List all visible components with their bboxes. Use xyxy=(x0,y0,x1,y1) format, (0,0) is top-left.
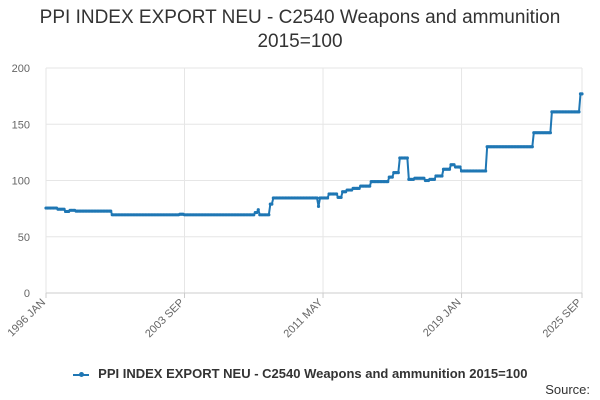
data-point xyxy=(577,110,581,114)
data-point xyxy=(422,176,426,180)
chart-title-line-1: PPI INDEX EXPORT NEU - C2540 Weapons and… xyxy=(39,7,561,28)
legend-label: PPI INDEX EXPORT NEU - C2540 Weapons and… xyxy=(98,366,528,381)
data-point xyxy=(270,202,274,206)
y-axis-tick-labels: 0 50 100 150 200 xyxy=(12,63,30,300)
y-tick-label-0: 0 xyxy=(24,288,30,300)
data-point xyxy=(315,196,319,200)
y-tick-label-100: 100 xyxy=(12,176,30,188)
x-tick-label-1: 2003 SEP xyxy=(143,297,187,341)
y-tick-label-150: 150 xyxy=(12,119,30,131)
x-tick-label-4: 2025 SEP xyxy=(541,297,585,341)
x-axis-tick-labels: 1996 JAN 2003 SEP 2011 MAY 2019 JAN 2025 SEP xyxy=(5,296,584,340)
data-point xyxy=(334,192,339,196)
data-point xyxy=(452,163,456,167)
data-point xyxy=(325,196,330,200)
data-point xyxy=(580,92,584,96)
series-layer xyxy=(44,92,584,217)
data-point xyxy=(267,213,271,217)
legend-swatch xyxy=(72,370,89,380)
chart-title-line-2: 2015=100 xyxy=(257,31,343,52)
data-point xyxy=(458,165,462,169)
data-point xyxy=(339,195,343,199)
axes xyxy=(45,292,583,298)
data-point xyxy=(548,131,552,135)
data-point xyxy=(368,184,372,188)
x-tick-label-0: 1996 JAN xyxy=(5,297,48,340)
data-point xyxy=(390,175,394,179)
legend-swatch-dot xyxy=(78,371,84,377)
x-tick-label-3: 2019 JAN xyxy=(421,297,464,340)
data-point xyxy=(396,171,400,175)
data-point xyxy=(405,156,409,160)
chart-title: PPI INDEX EXPORT NEU - C2540 Weapons and… xyxy=(0,6,600,54)
data-point xyxy=(386,180,390,184)
data-point xyxy=(256,208,260,212)
y-tick-label-200: 200 xyxy=(12,63,30,75)
data-point xyxy=(447,167,452,171)
data-point xyxy=(357,186,361,190)
data-point xyxy=(252,213,256,217)
data-point xyxy=(62,207,66,211)
data-point xyxy=(432,177,437,181)
data-point xyxy=(440,174,444,178)
data-point xyxy=(316,204,321,208)
series-points-0 xyxy=(44,92,584,217)
data-point xyxy=(530,145,534,149)
y-tick-label-50: 50 xyxy=(18,232,30,244)
legend[interactable]: PPI INDEX EXPORT NEU - C2540 Weapons and… xyxy=(0,366,600,381)
data-point xyxy=(484,169,488,173)
data-point xyxy=(255,210,259,215)
source-label: Source: xyxy=(545,382,590,397)
gridlines xyxy=(45,67,583,293)
x-tick-label-2: 2011 MAY xyxy=(282,296,326,340)
data-point xyxy=(109,209,113,213)
